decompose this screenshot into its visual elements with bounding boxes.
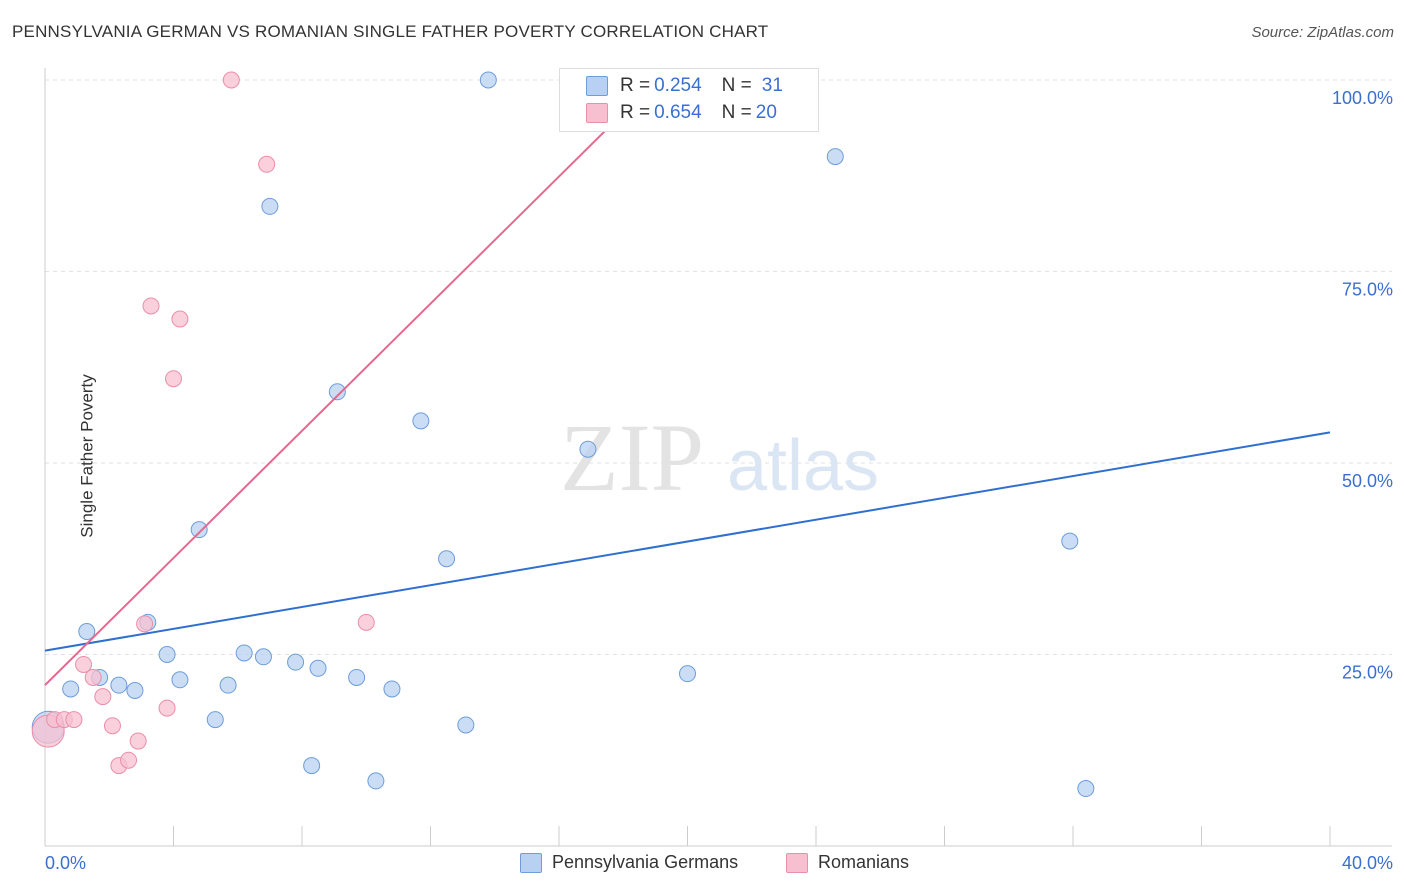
x-tick-label: 40.0% <box>1342 853 1393 873</box>
pennsylvania-german-point <box>158 646 176 663</box>
romanian-point <box>65 711 83 729</box>
legend-row-pennsylvania-germans: R = 0.254 N = 31 <box>586 74 783 98</box>
legend-n-value: 20 <box>755 102 777 123</box>
x-tick-label: 0.0% <box>45 853 86 873</box>
romanian-point <box>158 699 176 717</box>
legend-r-value: 0.654 <box>654 102 702 123</box>
pennsylvania-german-point <box>206 711 224 729</box>
romanian-point <box>258 155 276 173</box>
legend-n-label: N = <box>721 102 752 123</box>
pennsylvania-german-point <box>303 757 321 775</box>
romanian-point <box>136 615 154 633</box>
pennsylvania-german-trend-line <box>44 431 1331 652</box>
legend-r-label: R = <box>620 102 651 123</box>
pennsylvania-german-point <box>62 680 80 698</box>
romanian-point <box>94 688 112 706</box>
pennsylvania-german-point <box>254 648 272 666</box>
chart-title: PENNSYLVANIA GERMAN VS ROMANIAN SINGLE F… <box>12 22 769 41</box>
romanian-point <box>222 71 240 89</box>
pennsylvania-german-point <box>383 680 401 698</box>
pennsylvania-german-point <box>479 71 497 89</box>
watermark-zip: ZIP <box>560 404 704 511</box>
legend-swatch-pink <box>586 103 608 123</box>
romanian-point <box>165 370 182 388</box>
pennsylvania-german-point <box>1077 780 1095 798</box>
bottom-legend-label: Romanians <box>818 852 910 872</box>
pennsylvania-german-point <box>171 671 189 689</box>
bottom-legend-pennsylvania-germans: Pennsylvania Germans <box>520 852 738 873</box>
romanian-point <box>171 310 189 328</box>
pennsylvania-german-point <box>287 653 305 671</box>
legend-row-romanians: R = 0.654 N = 20 <box>586 101 777 125</box>
watermark-atlas: atlas <box>727 426 879 506</box>
pennsylvania-german-point <box>219 676 237 694</box>
legend-n-label: N = <box>721 75 752 96</box>
bottom-legend-romanians: Romanians <box>786 852 909 873</box>
pennsylvania-german-point <box>457 716 475 734</box>
romanian-point <box>103 717 121 735</box>
legend-swatch-blue <box>586 76 608 96</box>
bottom-legend-label: Pennsylvania Germans <box>552 852 739 872</box>
romanian-point <box>142 297 160 315</box>
pennsylvania-german-point <box>348 668 366 686</box>
trend-lines <box>44 79 1331 686</box>
data-points <box>31 71 1095 798</box>
legend-r-label: R = <box>620 75 651 96</box>
pennsylvania-german-point <box>438 550 456 568</box>
bottom-legend-swatch-pink <box>786 852 808 873</box>
y-tick-label: 25.0% <box>1342 663 1393 683</box>
pennsylvania-german-point <box>309 659 327 677</box>
pennsylvania-german-point <box>328 383 346 401</box>
pennsylvania-german-point <box>190 521 208 539</box>
tick-labels: 25.0% 50.0% 75.0% 100.0% 0.0% 40.0% <box>45 88 1393 873</box>
y-tick-label: 75.0% <box>1342 280 1393 300</box>
y-tick-label: 100.0% <box>1332 88 1393 108</box>
romanian-point <box>120 751 138 769</box>
legend-n-value: 31 <box>761 75 783 96</box>
pennsylvania-german-point <box>412 412 430 430</box>
pennsylvania-german-point <box>235 644 253 662</box>
romanian-trend-line <box>44 79 658 686</box>
pennsylvania-german-point <box>261 197 279 215</box>
legend: R = 0.254 N = 31 R = 0.654 N = 20 <box>559 68 819 132</box>
pennsylvania-german-point <box>826 148 844 166</box>
source-label: Source: ZipAtlas.com <box>1251 24 1394 41</box>
pennsylvania-german-point <box>367 772 385 790</box>
romanian-point <box>129 732 147 750</box>
axes <box>44 68 1392 847</box>
romanian-point <box>84 668 102 686</box>
legend-r-value: 0.254 <box>654 75 702 96</box>
romanian-point <box>357 613 375 631</box>
romanian-point <box>75 655 93 673</box>
grid-lines <box>45 79 1392 655</box>
pennsylvania-german-point <box>679 665 696 683</box>
pennsylvania-german-point <box>1061 532 1079 550</box>
y-axis-label: Single Father Poverty <box>77 374 97 538</box>
pennsylvania-german-point <box>110 676 128 694</box>
pennsylvania-german-point <box>579 440 597 458</box>
pennsylvania-german-point <box>126 682 144 700</box>
bottom-legend-swatch-blue <box>520 852 542 873</box>
watermark: ZIP atlas <box>560 404 879 511</box>
pennsylvania-german-point <box>78 623 96 641</box>
y-tick-label: 50.0% <box>1342 471 1393 491</box>
